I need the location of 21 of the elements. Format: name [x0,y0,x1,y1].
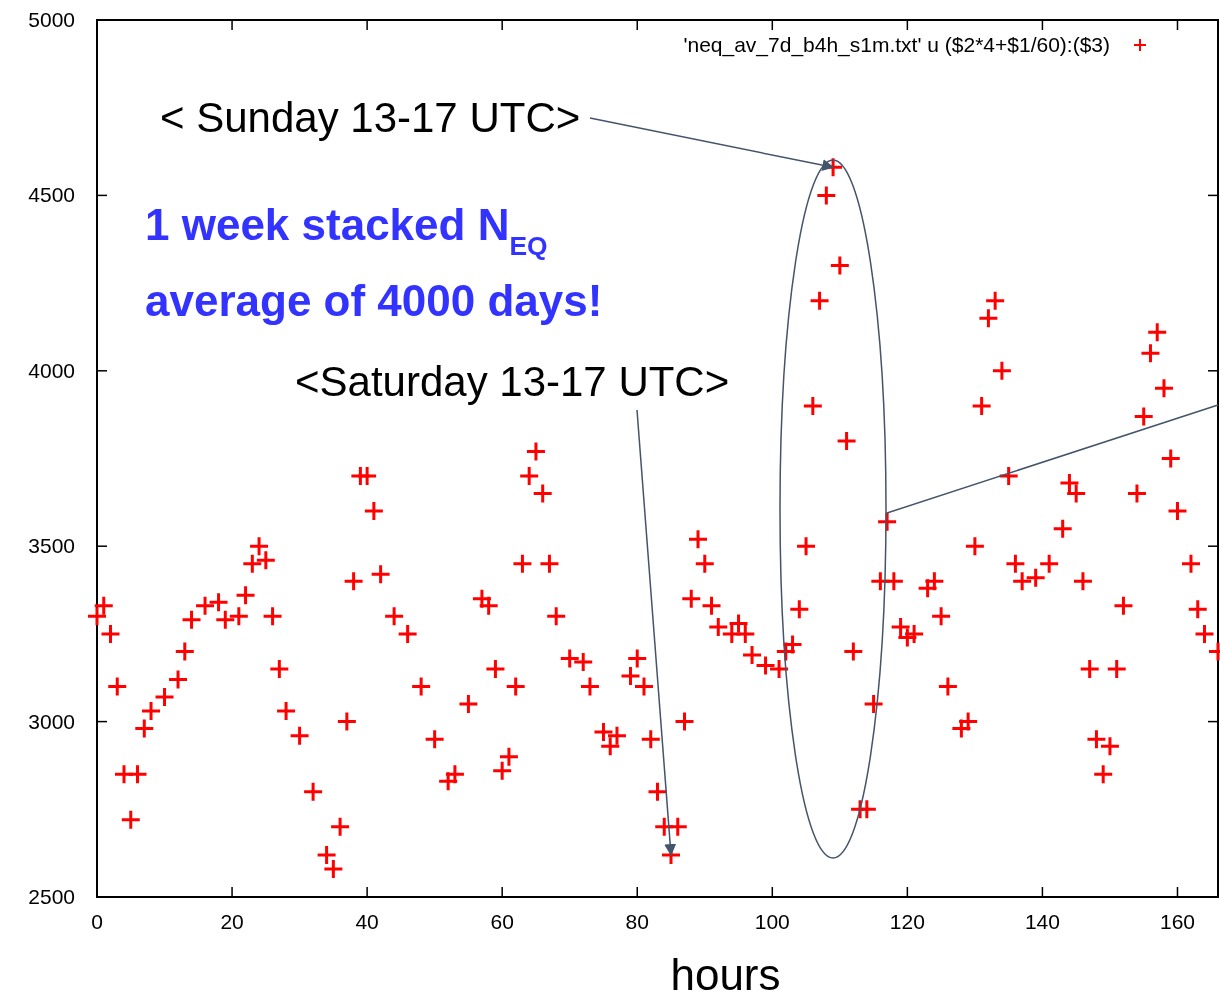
x-tick-label: 140 [1024,910,1060,933]
x-tick-label: 160 [1159,910,1196,933]
x-tick-label: 40 [355,910,379,933]
x-tick-label: 60 [490,910,514,933]
annotation: < Sunday 13-17 UTC> [160,94,581,141]
x-tick-label: 120 [889,910,925,933]
y-tick-label: 4500 [28,183,75,207]
legend-label: 'neq_av_7d_b4h_s1m.txt' u ($2*4+$1/60):($3) [683,33,1110,57]
x-tick-label: 100 [754,910,790,933]
x-axis-title: hours [670,950,781,997]
x-tick-label: 0 [91,910,103,933]
annotation: 1 week stacked N$_{EQ}$ [145,200,548,261]
y-tick-label: 4000 [28,358,75,382]
annotation: average of 4000 days! [145,276,603,325]
x-tick-label: 20 [220,910,244,933]
annotation: <Saturday 13-17 UTC> [295,358,730,405]
y-tick-label: 2500 [28,885,75,908]
y-tick-label: 3000 [28,709,75,733]
y-tick-label: 3500 [28,534,75,558]
y-tick-label: 5000 [28,8,75,31]
x-tick-label: 80 [625,910,649,933]
